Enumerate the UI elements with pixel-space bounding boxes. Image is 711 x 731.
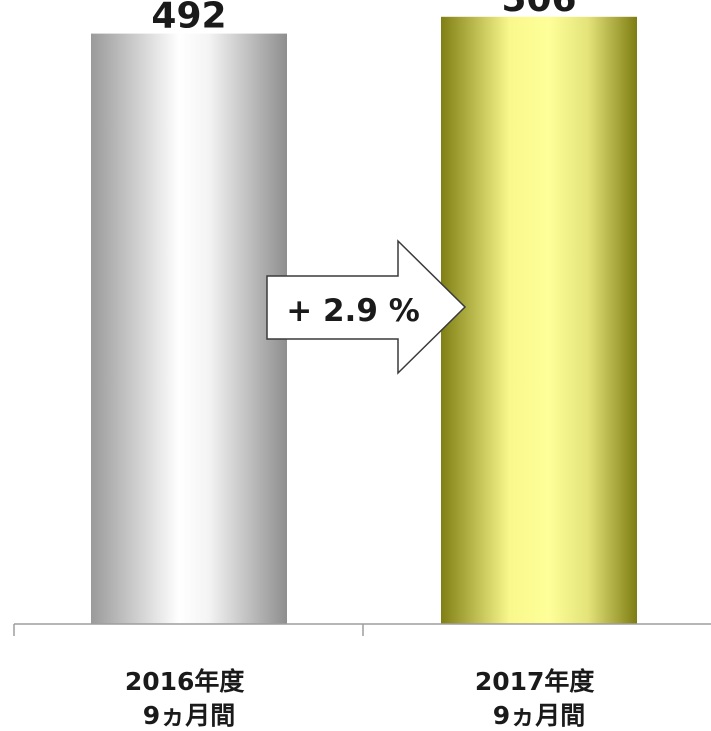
growth-arrow-label: + 2.9 % (286, 293, 420, 329)
bar-2017 (441, 16, 637, 625)
category-label-2017-line2: 9ヵ月間 (493, 701, 585, 730)
category-label-2017-line1: 2017年度 (475, 667, 595, 696)
bar-2016 (91, 33, 287, 625)
value-label-2017: 506 (501, 0, 576, 20)
growth-arrow (266, 239, 467, 375)
category-label-2017: 2017年度 9ヵ月間 (475, 667, 603, 730)
category-label-2016-line1: 2016年度 (125, 667, 245, 696)
category-label-2016: 2016年度 9ヵ月間 (125, 667, 253, 730)
category-label-2016-line2: 9ヵ月間 (143, 701, 235, 730)
value-label-2016: 492 (151, 0, 226, 37)
